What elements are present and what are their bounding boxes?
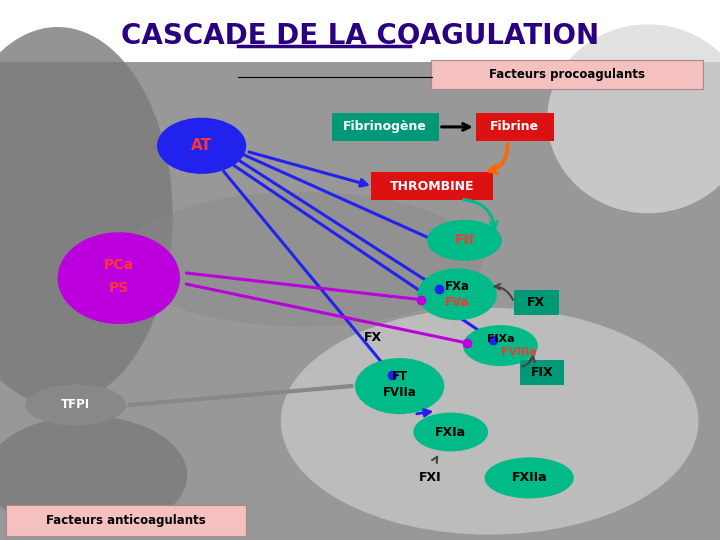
- FancyArrowPatch shape: [249, 152, 367, 186]
- FancyBboxPatch shape: [431, 60, 703, 89]
- Text: FXIIa: FXIIa: [511, 471, 547, 484]
- Ellipse shape: [25, 384, 126, 426]
- FancyBboxPatch shape: [0, 62, 720, 540]
- Text: THROMBINE: THROMBINE: [390, 180, 474, 193]
- FancyBboxPatch shape: [372, 172, 492, 200]
- FancyArrowPatch shape: [186, 284, 464, 342]
- Text: FXI: FXI: [419, 471, 442, 484]
- Text: FXa: FXa: [445, 280, 469, 293]
- Ellipse shape: [157, 118, 246, 174]
- Ellipse shape: [418, 268, 497, 320]
- Text: FT: FT: [392, 370, 408, 383]
- Text: FIXa: FIXa: [487, 334, 514, 344]
- Text: PS: PS: [109, 281, 129, 295]
- Ellipse shape: [427, 220, 502, 261]
- Text: Facteurs anticoagulants: Facteurs anticoagulants: [46, 514, 206, 527]
- Text: FX: FX: [527, 296, 546, 309]
- Ellipse shape: [122, 192, 482, 327]
- Text: Fibrinogène: Fibrinogène: [343, 120, 427, 133]
- Text: Facteurs procoagulants: Facteurs procoagulants: [489, 68, 644, 81]
- Ellipse shape: [0, 416, 187, 535]
- Ellipse shape: [463, 325, 538, 366]
- Text: CASCADE DE LA COAGULATION: CASCADE DE LA COAGULATION: [121, 22, 599, 50]
- Ellipse shape: [355, 358, 444, 414]
- Text: FII: FII: [454, 233, 474, 247]
- FancyBboxPatch shape: [514, 290, 559, 315]
- Text: FVIIa: FVIIa: [382, 386, 417, 399]
- Text: FXIa: FXIa: [435, 426, 467, 438]
- Text: FVIIIa: FVIIIa: [500, 347, 536, 357]
- Ellipse shape: [413, 413, 488, 451]
- FancyArrowPatch shape: [489, 144, 508, 173]
- FancyArrowPatch shape: [432, 457, 437, 463]
- FancyBboxPatch shape: [475, 113, 554, 141]
- Text: FX: FX: [364, 331, 382, 344]
- Ellipse shape: [547, 24, 720, 213]
- FancyArrowPatch shape: [186, 273, 418, 299]
- FancyArrowPatch shape: [523, 356, 535, 367]
- FancyArrowPatch shape: [417, 409, 431, 416]
- Text: AT: AT: [191, 138, 212, 153]
- Ellipse shape: [485, 457, 574, 498]
- Text: PCa: PCa: [104, 258, 134, 272]
- Text: TFPI: TFPI: [61, 399, 90, 411]
- Ellipse shape: [0, 27, 173, 405]
- Text: Fibrine: Fibrine: [490, 120, 539, 133]
- Text: FIX: FIX: [531, 366, 554, 379]
- Text: FVa: FVa: [445, 296, 469, 309]
- FancyArrowPatch shape: [464, 200, 497, 229]
- FancyArrowPatch shape: [495, 284, 513, 300]
- FancyBboxPatch shape: [331, 113, 439, 141]
- Ellipse shape: [58, 232, 180, 324]
- FancyArrowPatch shape: [441, 124, 469, 130]
- Ellipse shape: [281, 308, 698, 535]
- FancyBboxPatch shape: [520, 360, 564, 385]
- FancyBboxPatch shape: [6, 505, 246, 536]
